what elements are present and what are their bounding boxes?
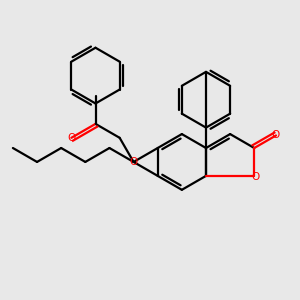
Text: O: O bbox=[272, 130, 280, 140]
Text: O: O bbox=[251, 172, 259, 182]
Text: O: O bbox=[67, 133, 76, 143]
Text: O: O bbox=[130, 157, 138, 167]
